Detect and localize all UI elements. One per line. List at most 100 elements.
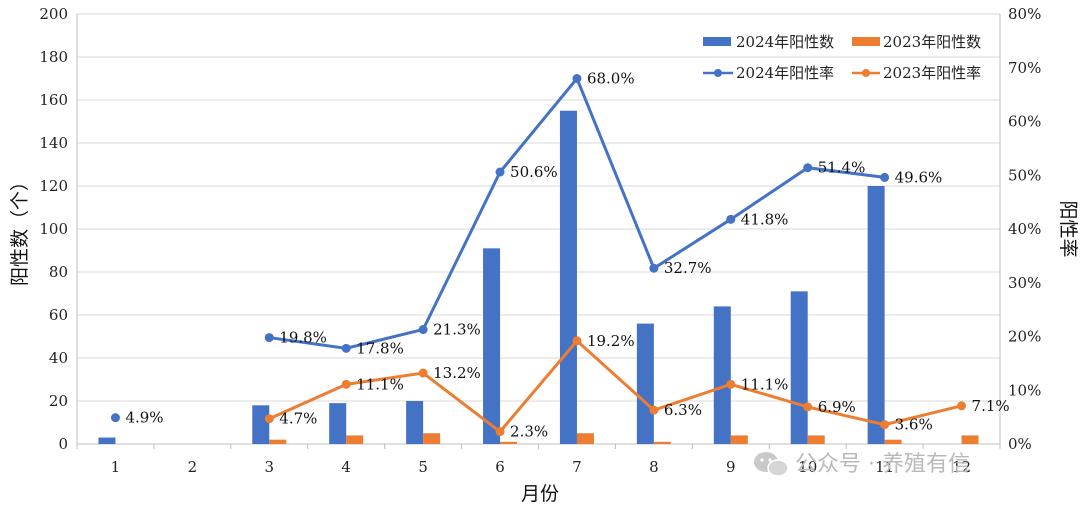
y-right-tick-label: 20% — [1008, 328, 1041, 346]
bar-2024 — [406, 401, 424, 444]
bar-2023 — [346, 435, 364, 444]
data-label: 51.4% — [818, 159, 866, 177]
bar-2024 — [636, 323, 654, 444]
marker-2024-rate — [264, 333, 274, 343]
legend-label-2024-rate: 2024年阳性率 — [736, 64, 834, 82]
y-right-tick-label: 10% — [1008, 381, 1041, 399]
bar-2024 — [559, 110, 577, 444]
data-label: 49.6% — [895, 168, 943, 186]
data-label: 2.3% — [510, 423, 548, 441]
data-label: 32.7% — [664, 259, 712, 277]
marker-2024-rate — [341, 343, 351, 353]
x-axis-title: 月份 — [521, 483, 559, 505]
x-tick-label: 11 — [875, 458, 894, 476]
bar-2023 — [961, 435, 979, 444]
bar-2023 — [653, 441, 671, 444]
y-axis-right-title: 阳性率 — [1057, 200, 1079, 257]
bar-2023 — [884, 439, 902, 444]
x-tick-label: 10 — [798, 458, 817, 476]
y-right-tick-label: 60% — [1008, 113, 1041, 131]
data-labels: 4.9% 19.8% 17.8% 21.3% 50.6% 68.0% 32.7% 41.8% 5… — [125, 70, 1009, 441]
marker-2024-rate — [572, 74, 582, 83]
marker-2024-rate — [110, 413, 120, 423]
y-right-tick-label: 0% — [1008, 435, 1032, 453]
y-right-tick-label: 50% — [1008, 166, 1041, 184]
marker-2023-rate — [726, 379, 736, 389]
bar-2024 — [483, 248, 501, 444]
line-2023-rate — [268, 338, 962, 434]
y-right-tick-label: 30% — [1008, 274, 1041, 292]
marker-2023-rate — [649, 405, 659, 415]
marker-2024-rate — [726, 214, 736, 224]
bar-2023 — [500, 441, 518, 444]
lines — [110, 74, 967, 437]
legend-label-2023-bars: 2023年阳性数 — [883, 33, 981, 51]
legend-swatch-2024-bars — [703, 37, 731, 46]
marker-2024-rate — [649, 263, 659, 273]
wechat-icon — [754, 452, 789, 477]
x-tick-label: 7 — [572, 458, 582, 476]
y-right-tick-label: 70% — [1008, 59, 1041, 77]
data-label: 19.8% — [279, 329, 327, 347]
y-left-tick-label: 180 — [39, 48, 68, 66]
bar-2024 — [252, 405, 270, 444]
y-left-tick-label: 60 — [49, 306, 68, 324]
bar-2023 — [730, 435, 748, 444]
data-label: 11.1% — [741, 375, 789, 393]
marker-2023-rate — [572, 336, 582, 346]
bar-2024 — [98, 437, 116, 444]
marker-2023-rate — [495, 427, 505, 437]
tick-labels: 0 20 40 60 80 100 120 140 160 180 200 0% 10% 20% 30% 40… — [39, 5, 1041, 476]
marker-2024-rate — [495, 167, 505, 177]
legend-marker-2024-rate — [714, 69, 722, 77]
bar-2023 — [423, 433, 441, 444]
bar-2024 — [867, 186, 885, 444]
legend-swatch-2023-bars — [852, 37, 880, 46]
y-left-tick-label: 100 — [39, 220, 68, 238]
legend-marker-2023-rate — [862, 69, 870, 77]
data-label: 41.8% — [741, 210, 789, 228]
marker-2024-rate — [418, 325, 428, 335]
y-axis-left-title: 阳性数（个） — [9, 172, 31, 286]
marker-2023-rate — [341, 379, 351, 389]
bar-2024 — [329, 403, 347, 444]
x-tick-label: 9 — [726, 458, 736, 476]
y-left-tick-label: 120 — [39, 177, 68, 195]
x-tick-label: 1 — [111, 458, 121, 476]
watermark-text: 公众号 · 养殖有信 — [795, 452, 970, 477]
data-label: 13.2% — [433, 364, 481, 382]
bar-2023 — [807, 435, 825, 444]
y-left-tick-label: 40 — [49, 349, 68, 367]
marker-2024-rate — [880, 172, 890, 182]
data-label: 4.9% — [125, 409, 163, 427]
bar-2023 — [269, 439, 287, 444]
y-left-tick-label: 20 — [49, 392, 68, 410]
data-label: 3.6% — [895, 416, 933, 434]
marker-2023-rate — [418, 368, 428, 378]
axes — [76, 14, 1001, 449]
marker-2024-rate — [803, 163, 813, 173]
legend: 2024年阳性数 2023年阳性数 2024年阳性率 2023年阳性率 — [703, 33, 981, 82]
x-tick-label: 4 — [341, 458, 351, 476]
bar-2023 — [576, 433, 594, 444]
y-left-tick-label: 200 — [39, 5, 68, 23]
data-label: 6.9% — [818, 398, 856, 416]
marker-2023-rate — [880, 420, 890, 430]
legend-label-2023-rate: 2023年阳性率 — [883, 64, 981, 82]
y-left-tick-label: 80 — [49, 263, 68, 281]
data-label: 19.2% — [587, 332, 635, 350]
data-label: 11.1% — [356, 375, 404, 393]
y-left-tick-label: 160 — [39, 91, 68, 109]
legend-label-2024-bars: 2024年阳性数 — [736, 33, 834, 51]
x-tick-label: 8 — [649, 458, 659, 476]
bar-2024 — [790, 291, 808, 444]
data-label: 21.3% — [433, 321, 481, 339]
y-right-tick-label: 40% — [1008, 220, 1041, 238]
data-label: 4.7% — [279, 410, 317, 428]
y-left-tick-label: 0 — [58, 435, 68, 453]
bar-2024 — [713, 306, 731, 444]
x-tick-label: 3 — [265, 458, 275, 476]
gridlines — [77, 13, 1000, 402]
marker-2023-rate — [957, 401, 967, 411]
